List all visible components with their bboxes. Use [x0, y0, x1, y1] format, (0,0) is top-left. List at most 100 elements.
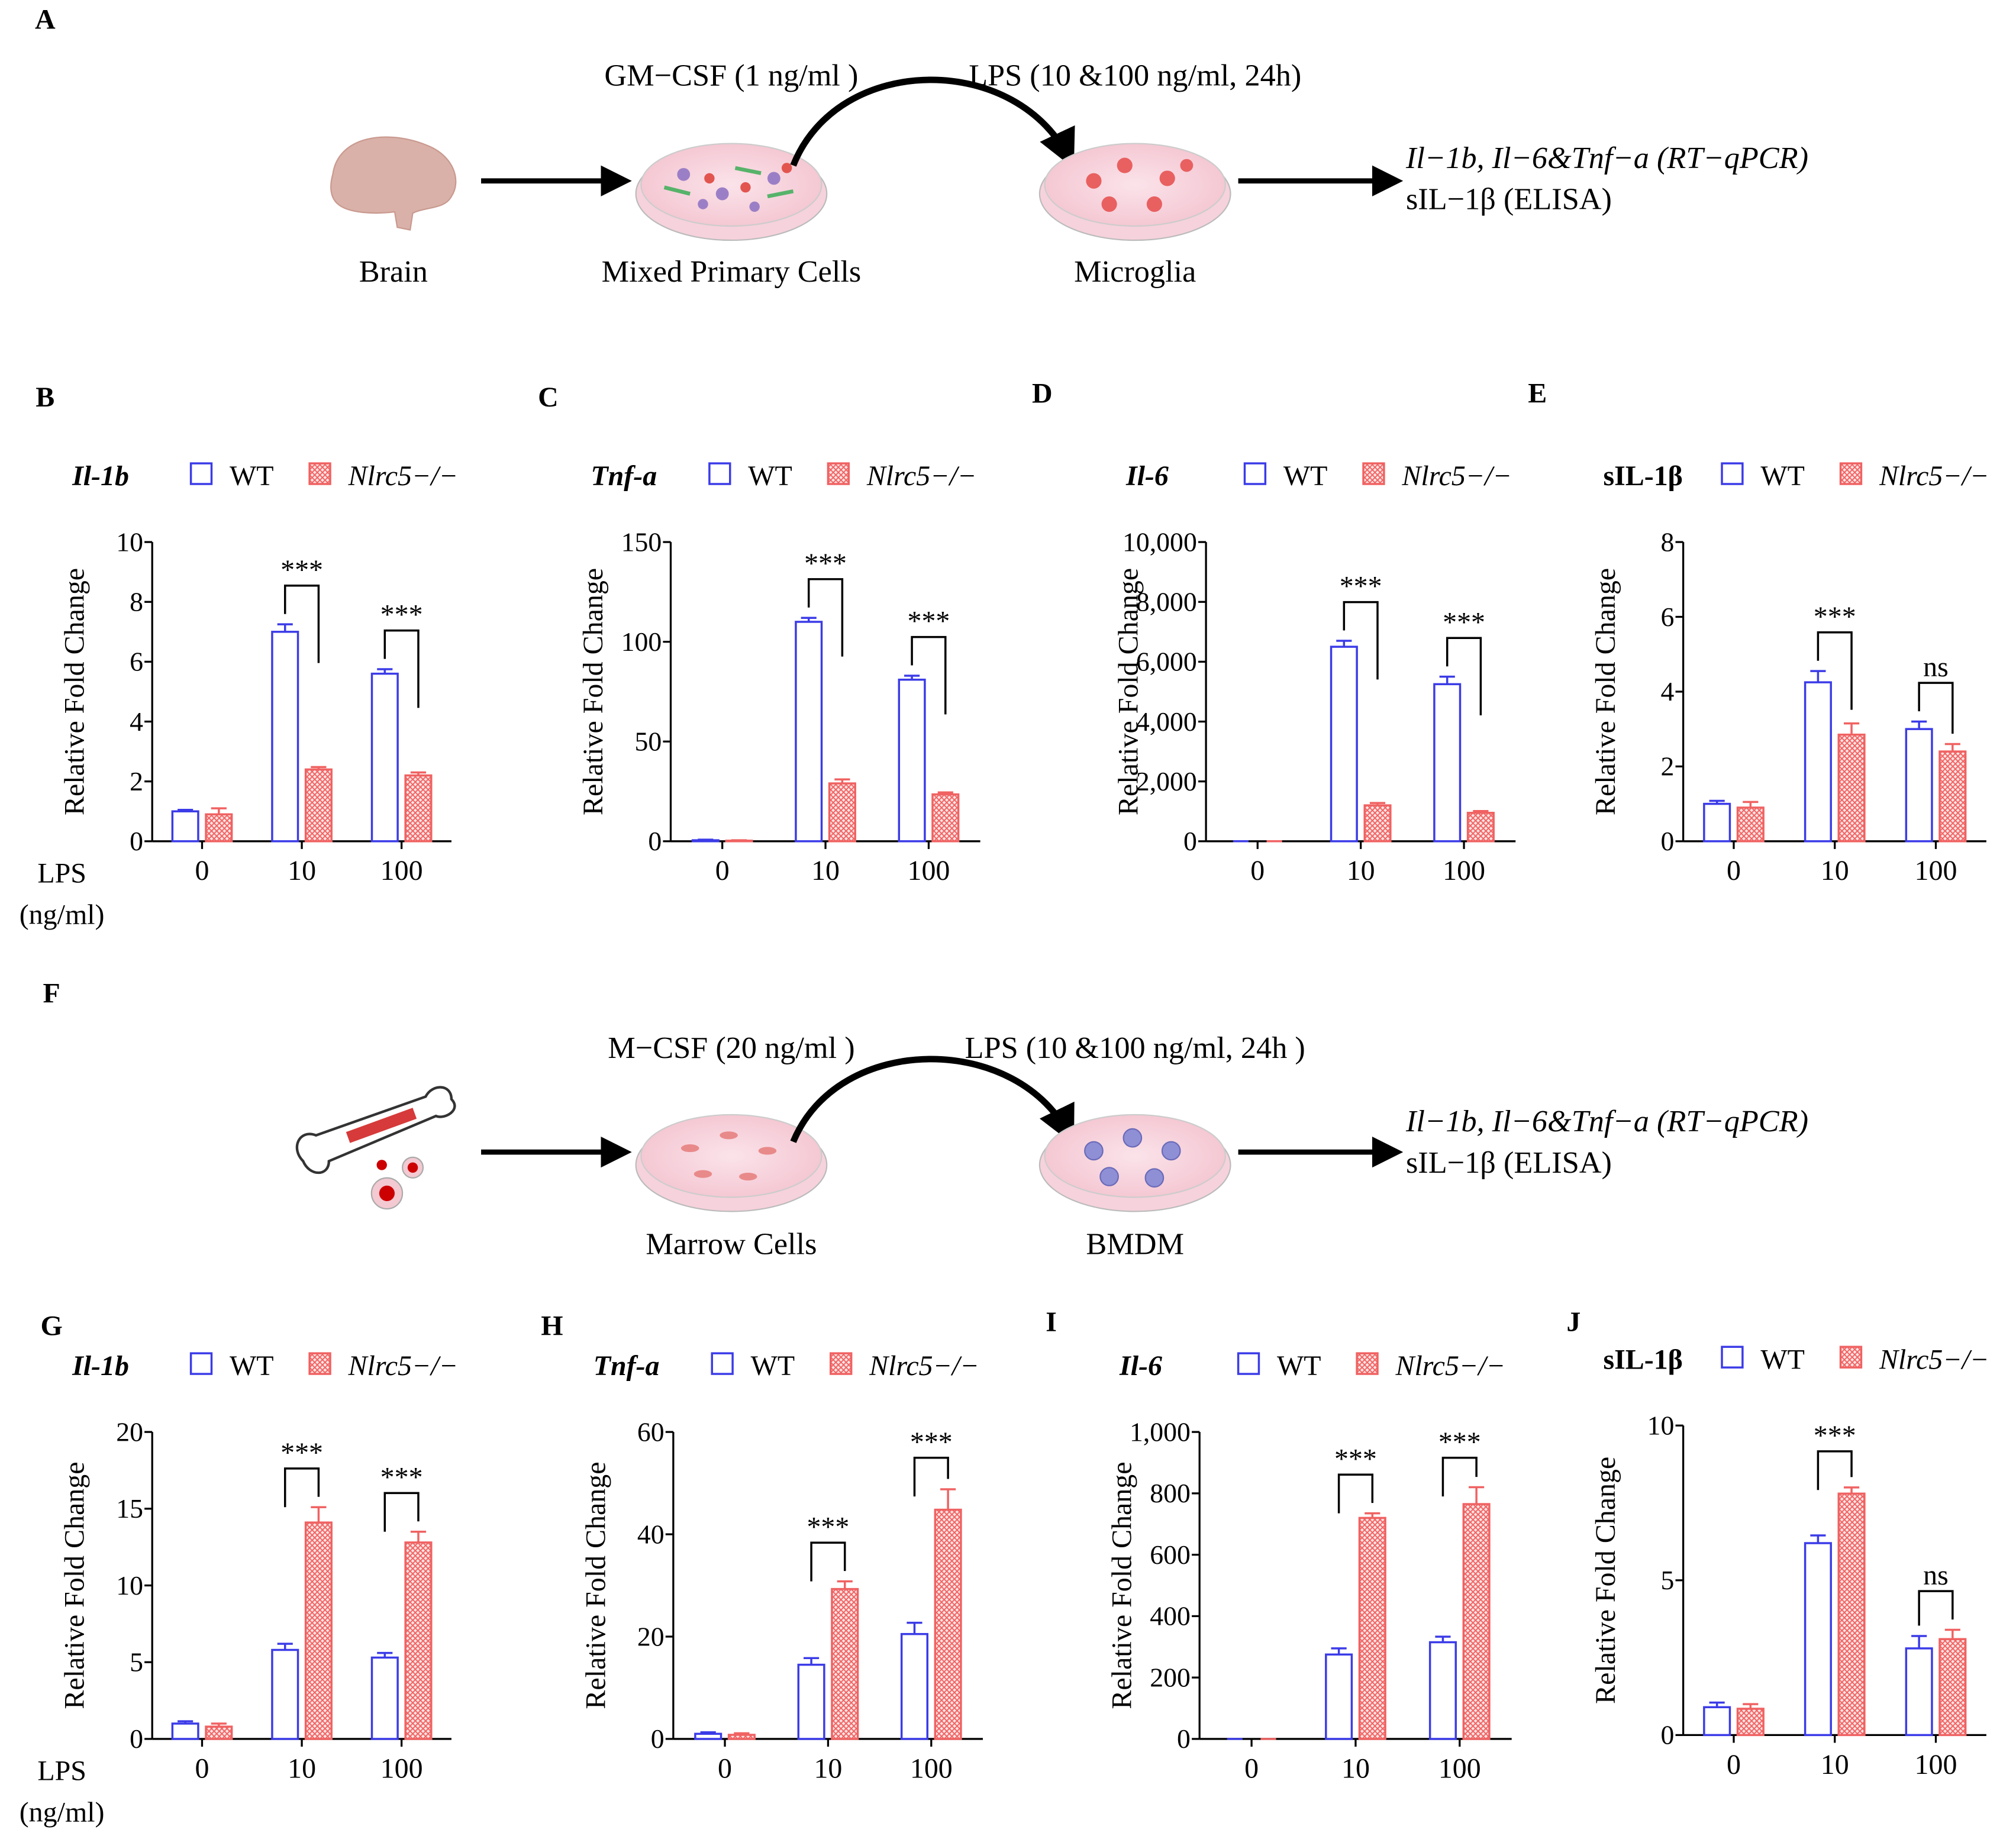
y-tick-label: 100: [621, 627, 662, 657]
panel-label: H: [541, 1311, 563, 1342]
bar: [828, 782, 856, 843]
bar: [370, 672, 399, 843]
significance-label: ***: [1814, 601, 1856, 633]
y-tick-label: 0: [130, 826, 143, 856]
significance-label: ***: [1438, 1427, 1481, 1458]
bar: [304, 1521, 333, 1740]
significance-label: ***: [380, 1461, 423, 1493]
y-tick-label: 6,000: [1136, 647, 1197, 677]
bar: [1938, 1638, 1967, 1737]
legend-swatch: [1237, 1352, 1260, 1375]
x-axis-label: (ng/ml): [20, 1796, 105, 1828]
y-tick-label: 20: [116, 1416, 143, 1447]
legend-swatch: [1839, 1345, 1863, 1369]
bar: [1466, 812, 1495, 843]
legend-swatch: [827, 462, 850, 485]
bar: [205, 813, 233, 843]
y-tick-label: 0: [648, 826, 662, 856]
legend-swatch: [308, 1352, 331, 1375]
bar: [171, 1722, 199, 1740]
y-tick-label: 6: [130, 647, 143, 677]
chart-title: Tnf-a: [593, 1350, 660, 1382]
step-label: Brain: [359, 254, 428, 289]
chart-title: Il-6: [1125, 460, 1169, 492]
legend-swatch: [711, 1352, 734, 1375]
x-tick-label: 10: [814, 1753, 842, 1784]
chart-title: sIL-1β: [1603, 460, 1682, 492]
panel-label: E: [1528, 378, 1547, 409]
bar: [1703, 1706, 1731, 1737]
y-axis-label: Relative Fold Change: [580, 1462, 611, 1709]
bar: [171, 810, 199, 843]
bar: [1428, 1641, 1457, 1740]
y-tick-label: 0: [1177, 1724, 1191, 1754]
bar: [1358, 1516, 1386, 1740]
legend-label: WT: [230, 1350, 274, 1382]
bar: [1905, 728, 1933, 843]
bar: [1703, 802, 1731, 843]
x-tick-label: 10: [1347, 855, 1375, 886]
y-tick-label: 4: [130, 706, 143, 737]
bar: [1433, 683, 1462, 843]
significance-label: ***: [1334, 1443, 1377, 1474]
y-tick-label: 5: [130, 1647, 143, 1677]
y-tick-label: 40: [637, 1519, 665, 1549]
y-axis-label: Relative Fold Change: [578, 568, 609, 815]
bar: [304, 768, 333, 843]
significance-label: ***: [807, 1511, 849, 1543]
bar: [1837, 733, 1866, 843]
legend-label: WT: [751, 1350, 795, 1382]
treatment-label: GM−CSF (1 ng/ml ): [604, 58, 858, 92]
bar: [404, 774, 433, 843]
chart-title: sIL-1β: [1603, 1344, 1682, 1375]
y-tick-label: 15: [116, 1493, 143, 1524]
bar: [900, 1632, 929, 1740]
step-label: Marrow Cells: [646, 1227, 817, 1261]
panel-label: J: [1566, 1306, 1580, 1338]
treatment-label: M−CSF (20 ng/ml ): [608, 1031, 854, 1065]
significance-bracket: [807, 578, 844, 657]
bar: [1804, 1542, 1832, 1737]
bar: [1363, 804, 1392, 843]
significance-label: ns: [1923, 1560, 1949, 1591]
significance-bracket: [1918, 682, 1954, 734]
x-tick-label: 100: [380, 855, 423, 886]
bar: [934, 1508, 962, 1740]
legend-swatch: [1721, 1345, 1744, 1369]
legend-label: Nlrc5−/−: [348, 1350, 458, 1382]
scheme-a-art: [330, 76, 1404, 241]
y-tick-label: 200: [1150, 1662, 1191, 1692]
significance-label: ***: [804, 548, 847, 579]
scheme-f-art: [295, 1056, 1404, 1212]
y-tick-label: 20: [637, 1621, 665, 1651]
bar: [1905, 1647, 1933, 1737]
bar: [271, 631, 299, 843]
bar: [1462, 1503, 1491, 1740]
significance-bracket: [1337, 1473, 1374, 1514]
y-tick-label: 1,000: [1130, 1416, 1191, 1447]
panel-label: G: [41, 1311, 63, 1342]
y-axis-label: Relative Fold Change: [1590, 568, 1621, 815]
readout-label: Il−1b, Il−6&Tnf−a (RT−qPCR): [1405, 141, 1808, 175]
bar: [931, 793, 960, 843]
legend-swatch: [189, 1352, 213, 1375]
legend-label: WT: [748, 460, 792, 492]
y-tick-label: 2: [1660, 751, 1674, 782]
legend-swatch: [1362, 462, 1385, 485]
y-tick-label: 4: [1660, 676, 1674, 706]
legend-label: Nlrc5−/−: [1879, 460, 1989, 492]
bar: [404, 1541, 433, 1740]
y-tick-label: 150: [621, 527, 662, 557]
x-tick-label: 0: [1727, 1749, 1741, 1780]
y-tick-label: 600: [1150, 1540, 1191, 1570]
y-tick-label: 10: [116, 527, 143, 557]
chart-title: Il-6: [1119, 1350, 1162, 1382]
significance-label: ***: [907, 606, 950, 637]
bar: [797, 1663, 825, 1740]
legend-label: WT: [230, 460, 274, 492]
y-tick-label: 10: [1647, 1411, 1675, 1441]
legend-swatch: [1721, 462, 1744, 485]
y-tick-label: 0: [1660, 1720, 1674, 1750]
